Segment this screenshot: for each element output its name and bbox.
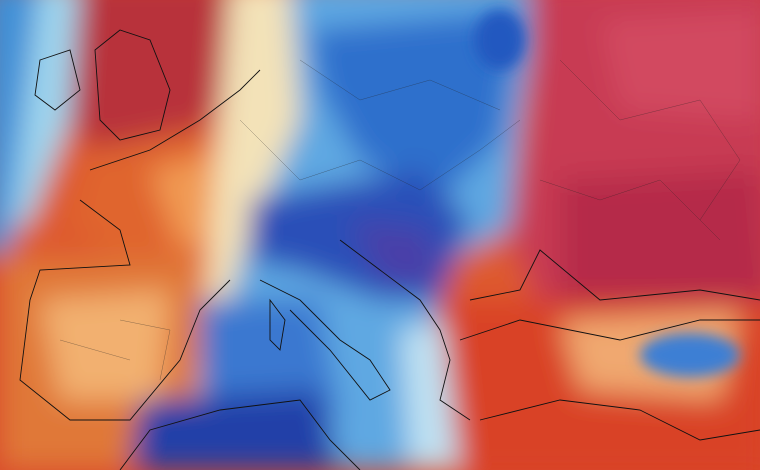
- borders: [59, 59, 741, 381]
- coastlines: [19, 29, 760, 470]
- cold-pocket: [475, 10, 740, 377]
